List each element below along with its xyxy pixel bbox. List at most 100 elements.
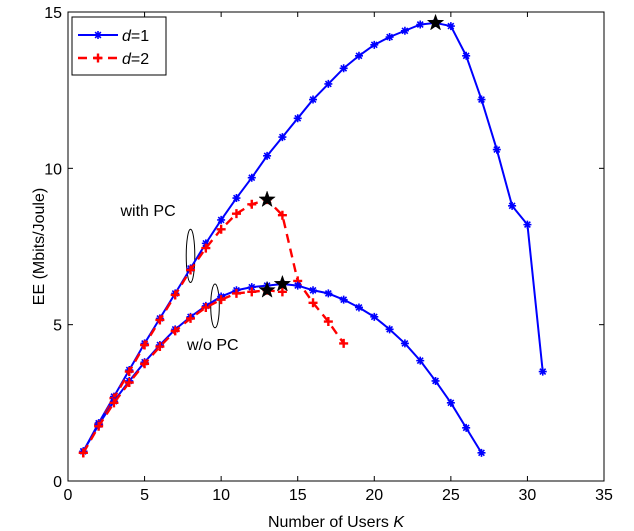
data-point bbox=[247, 173, 256, 182]
x-tick-label: 5 bbox=[140, 487, 149, 504]
data-point bbox=[477, 448, 486, 457]
series-wopc-2 bbox=[78, 285, 287, 458]
data-point bbox=[155, 342, 165, 352]
series-withpc-1 bbox=[79, 18, 547, 456]
data-point bbox=[124, 367, 134, 377]
optimum-markers bbox=[258, 13, 445, 298]
data-point bbox=[324, 79, 333, 88]
data-point bbox=[508, 201, 517, 210]
data-point bbox=[263, 151, 272, 160]
data-point bbox=[247, 283, 256, 292]
y-axis-label: EE (Mbits/Joule) bbox=[31, 188, 48, 305]
data-point bbox=[293, 281, 302, 290]
data-point bbox=[446, 398, 455, 407]
data-point bbox=[492, 145, 501, 154]
x-axis-label: Number of Users K bbox=[268, 514, 405, 531]
data-point bbox=[385, 33, 394, 42]
legend-box bbox=[71, 16, 167, 76]
data-point bbox=[339, 338, 349, 348]
data-point bbox=[201, 239, 210, 248]
data-point bbox=[170, 326, 180, 336]
data-point bbox=[78, 448, 88, 458]
data-point bbox=[400, 26, 409, 35]
legend-marker bbox=[94, 31, 102, 39]
optimum-star bbox=[258, 281, 276, 298]
legend-entry: d=1 bbox=[78, 28, 149, 45]
data-point bbox=[477, 95, 486, 104]
optimum-star bbox=[273, 274, 292, 292]
series-line bbox=[82, 21, 544, 452]
x-tick-label: 30 bbox=[519, 487, 537, 504]
data-point bbox=[339, 295, 348, 304]
data-point bbox=[354, 51, 363, 60]
x-tick-label: 25 bbox=[442, 487, 460, 504]
plot-series bbox=[78, 13, 547, 458]
data-point bbox=[232, 194, 241, 203]
y-tick-label: 10 bbox=[44, 161, 62, 178]
data-point bbox=[370, 312, 379, 321]
data-point bbox=[324, 289, 333, 298]
series-line bbox=[82, 289, 283, 454]
data-point bbox=[323, 317, 333, 327]
data-point bbox=[201, 243, 211, 253]
data-point bbox=[155, 315, 165, 325]
data-point bbox=[370, 40, 379, 49]
data-point bbox=[277, 287, 287, 297]
data-point bbox=[385, 325, 394, 334]
data-point bbox=[186, 313, 196, 323]
y-tick-label: 5 bbox=[53, 318, 62, 335]
data-point bbox=[231, 209, 241, 219]
annotation-ellipse bbox=[185, 228, 196, 283]
data-point bbox=[309, 286, 318, 295]
data-point bbox=[278, 133, 287, 142]
data-point bbox=[140, 359, 150, 369]
data-point bbox=[231, 288, 241, 298]
annotation-ellipse bbox=[210, 283, 220, 329]
x-tick-label: 20 bbox=[365, 487, 383, 504]
annotation-label: with PC bbox=[120, 203, 176, 220]
data-point bbox=[462, 423, 471, 432]
data-point bbox=[462, 51, 471, 60]
legend-marker bbox=[93, 53, 103, 63]
data-point bbox=[416, 356, 425, 365]
data-point bbox=[277, 210, 287, 220]
series-line bbox=[82, 198, 345, 454]
data-point bbox=[124, 378, 134, 388]
data-point bbox=[308, 298, 318, 308]
data-point bbox=[538, 367, 547, 376]
x-tick-label: 10 bbox=[212, 487, 230, 504]
x-tick-label: 15 bbox=[289, 487, 307, 504]
data-point bbox=[431, 376, 440, 385]
data-point bbox=[201, 302, 211, 312]
data-point bbox=[523, 220, 532, 229]
legend-label: d=2 bbox=[122, 51, 149, 68]
data-point bbox=[446, 22, 455, 31]
y-tick-label: 0 bbox=[53, 474, 62, 491]
x-tick-label: 0 bbox=[64, 487, 73, 504]
series-line bbox=[82, 283, 483, 454]
legend: d=1d=2 bbox=[71, 16, 167, 76]
data-point bbox=[94, 421, 104, 431]
data-point bbox=[109, 398, 119, 408]
annotations: with PC w/o PC bbox=[120, 203, 239, 354]
data-point bbox=[354, 303, 363, 312]
data-point bbox=[216, 295, 226, 305]
data-point bbox=[247, 287, 257, 297]
data-point bbox=[216, 224, 226, 234]
optimum-star bbox=[426, 13, 445, 31]
data-point bbox=[217, 215, 226, 224]
annotation-label: w/o PC bbox=[186, 337, 239, 354]
data-point bbox=[186, 265, 196, 275]
y-tick-label: 15 bbox=[44, 5, 62, 22]
data-point bbox=[309, 95, 318, 104]
plot-frame bbox=[67, 11, 605, 482]
data-point bbox=[140, 340, 150, 350]
data-point bbox=[339, 64, 348, 73]
legend-entry: d=2 bbox=[78, 51, 149, 68]
data-point bbox=[170, 290, 180, 300]
legend-label: d=1 bbox=[122, 28, 149, 45]
data-point bbox=[400, 339, 409, 348]
data-point bbox=[247, 199, 257, 209]
axes: 0 5 10 15 20 25 30 35 0 5 10 15 Number of Users K EE … bbox=[31, 5, 613, 531]
